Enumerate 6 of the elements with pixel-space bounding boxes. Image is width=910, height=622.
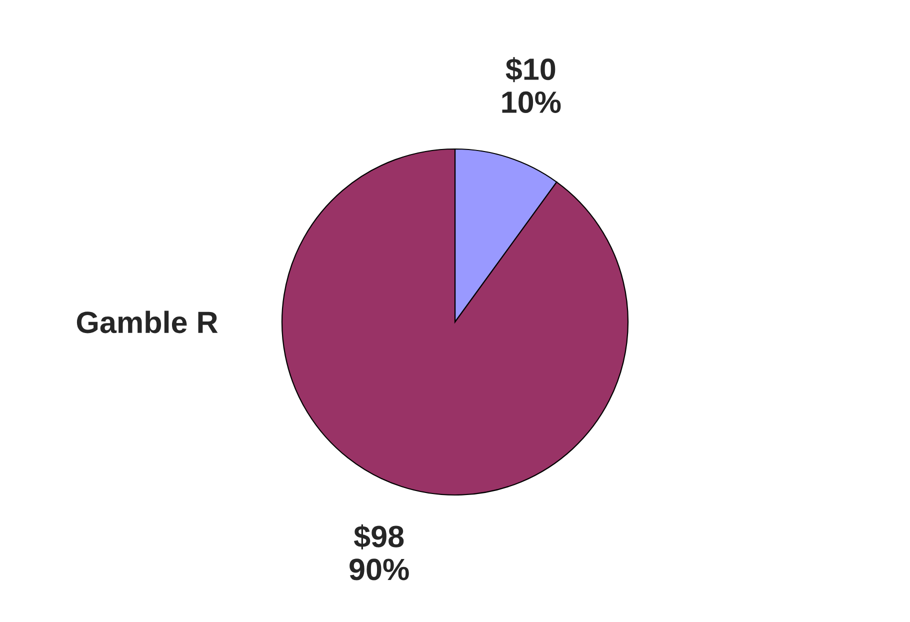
slice-label: $10: [506, 57, 556, 82]
pie-slice: [281, 148, 629, 496]
slice-label: $98: [354, 524, 404, 550]
data-label: 10%: [502, 91, 561, 114]
text: Gamble R: [76, 310, 218, 334]
data-label: 90%: [350, 558, 409, 580]
